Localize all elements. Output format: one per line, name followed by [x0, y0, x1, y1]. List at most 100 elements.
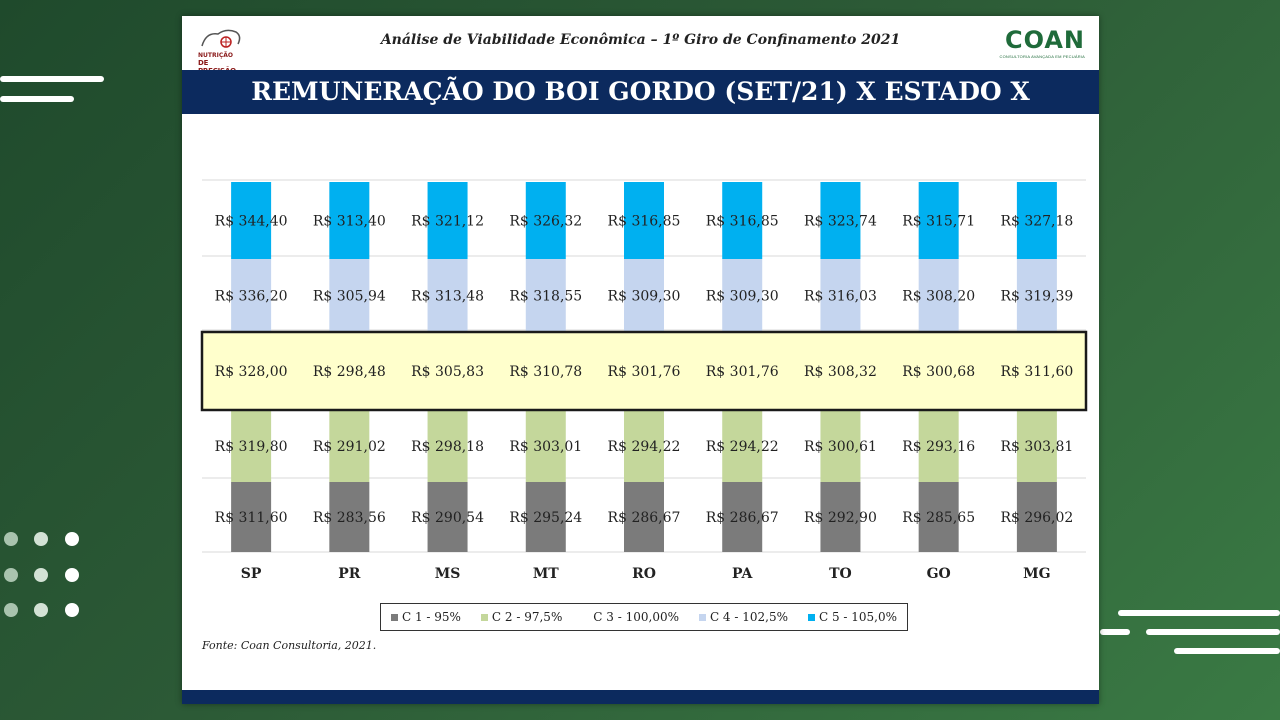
data-label: R$ 290,54: [411, 510, 484, 526]
bar-segment-c1: [820, 482, 861, 552]
data-label: R$ 313,48: [411, 289, 484, 305]
legend-item-c4: C 4 - 102,5%: [698, 610, 789, 624]
coan-logo-tagline: CONSULTORIA AVANÇADA EM PECUÁRIA: [999, 54, 1085, 59]
data-label: R$ 285,65: [902, 510, 975, 526]
data-label: R$ 309,30: [706, 289, 779, 305]
category-label: MG: [1023, 566, 1050, 582]
data-label: R$ 301,76: [706, 364, 779, 380]
bar-segment-c5: [427, 182, 468, 259]
bar-segment-c4: [427, 259, 468, 332]
header-title: Análise de Viabilidade Econômica – 1º Gi…: [380, 32, 901, 48]
bar-segment-c4: [329, 259, 370, 332]
data-label: R$ 293,16: [902, 439, 975, 455]
bottom-band: [182, 690, 1099, 704]
bar-segment-c1: [329, 482, 370, 552]
data-label: R$ 328,00: [215, 364, 288, 380]
bar-segment-c2: [329, 410, 370, 482]
bar-segment-c4: [525, 259, 566, 332]
data-label: R$ 286,67: [608, 510, 681, 526]
bar-segment-c1: [427, 482, 468, 552]
data-label: R$ 344,40: [215, 214, 288, 230]
legend-label: C 2 - 97,5%: [491, 610, 563, 624]
data-label: R$ 336,20: [215, 289, 288, 305]
legend-label: C 5 - 105,0%: [818, 610, 898, 624]
bar-segment-c5: [918, 182, 959, 259]
bar-segment-c5: [624, 182, 664, 259]
legend-item-c5: C 5 - 105,0%: [807, 610, 898, 624]
data-label: R$ 292,90: [804, 510, 877, 526]
decor-dot: [4, 603, 18, 617]
decor-dot: [65, 532, 79, 546]
bar-segment-c4: [231, 259, 272, 332]
data-label: R$ 286,67: [706, 510, 779, 526]
data-label: R$ 298,48: [313, 364, 386, 380]
main-title: REMUNERAÇÃO DO BOI GORDO (SET/21) X ESTA…: [182, 70, 1099, 150]
decor-dot: [65, 568, 79, 582]
chart-legend: C 1 - 95% C 2 - 97,5% C 3 - 100,00% C 4 - 1…: [380, 603, 908, 631]
data-label: R$ 316,85: [608, 214, 681, 230]
bar-segment-c1: [918, 482, 959, 552]
legend-label: C 4 - 102,5%: [709, 610, 789, 624]
data-label: R$ 319,39: [1000, 289, 1073, 305]
data-label: R$ 283,56: [313, 510, 386, 526]
bar-segment-c4: [722, 259, 763, 332]
bar-segment-c1: [1016, 482, 1057, 552]
logo-left-line1: NUTRIÇÃO: [198, 52, 233, 59]
bar-segment-c1: [624, 482, 664, 552]
legend-label: C 1 - 95%: [401, 610, 461, 624]
legend-swatch: [698, 613, 706, 621]
decor-line: [0, 96, 74, 102]
slide: NUTRIÇÃO DE PRECISÃO Análise de Viabilid…: [182, 16, 1099, 704]
bar-segment-c2: [918, 410, 959, 482]
category-label: SP: [241, 566, 262, 582]
legend-swatch: [480, 613, 488, 621]
bar-segment-c4: [624, 259, 664, 332]
bar-segment-c5: [231, 182, 272, 259]
bar-segment-c2: [1016, 410, 1057, 482]
category-label: GO: [927, 566, 951, 582]
data-label: R$ 313,40: [313, 214, 386, 230]
bar-segment-c2: [624, 410, 664, 482]
data-label: R$ 294,22: [608, 439, 681, 455]
cattle-logo-icon: [201, 29, 241, 48]
data-label: R$ 321,12: [411, 214, 484, 230]
data-label: R$ 327,18: [1000, 214, 1073, 230]
data-label: R$ 326,32: [509, 214, 582, 230]
category-label: MS: [435, 566, 461, 582]
category-label: PR: [338, 566, 361, 582]
legend-swatch: [390, 613, 398, 621]
decor-dot: [4, 568, 18, 582]
bar-segment-c1: [231, 482, 272, 552]
data-label: R$ 308,32: [804, 364, 877, 380]
legend-swatch: [582, 614, 589, 621]
category-label: PA: [732, 566, 754, 582]
category-label: TO: [829, 566, 852, 582]
data-label: R$ 291,02: [313, 439, 386, 455]
data-label: R$ 300,68: [902, 364, 975, 380]
bar-segment-c4: [1016, 259, 1057, 332]
bar-segment-c5: [329, 182, 370, 259]
stacked-bar-chart: R$ 344,40 R$ 336,20 R$ 328,00 R$ 319,80 R$ 3…: [200, 179, 1088, 582]
coan-logo-name: COAN: [1004, 26, 1085, 54]
data-label: R$ 311,60: [215, 510, 288, 526]
legend-item-c1: C 1 - 95%: [390, 610, 461, 624]
decor-line: [0, 76, 104, 82]
decor-line: [1118, 610, 1280, 616]
data-label: R$ 303,81: [1000, 439, 1073, 455]
data-label: R$ 311,60: [1000, 364, 1073, 380]
bar-segment-c5: [820, 182, 861, 259]
data-label: R$ 319,80: [215, 439, 288, 455]
data-label: R$ 316,85: [706, 214, 779, 230]
decor-line: [1100, 629, 1130, 635]
decor-dot: [34, 568, 48, 582]
data-label: R$ 296,02: [1000, 510, 1073, 526]
data-label: R$ 316,03: [804, 289, 877, 305]
data-label: R$ 309,30: [608, 289, 681, 305]
decor-line: [1146, 629, 1280, 635]
coan-logo: COAN CONSULTORIA AVANÇADA EM PECUÁRIA: [993, 26, 1085, 66]
category-label: MT: [533, 566, 559, 582]
data-label: R$ 323,74: [804, 214, 877, 230]
legend-label: C 3 - 100,00%: [593, 610, 679, 624]
data-label: R$ 303,01: [509, 439, 582, 455]
data-label: R$ 298,18: [411, 439, 484, 455]
